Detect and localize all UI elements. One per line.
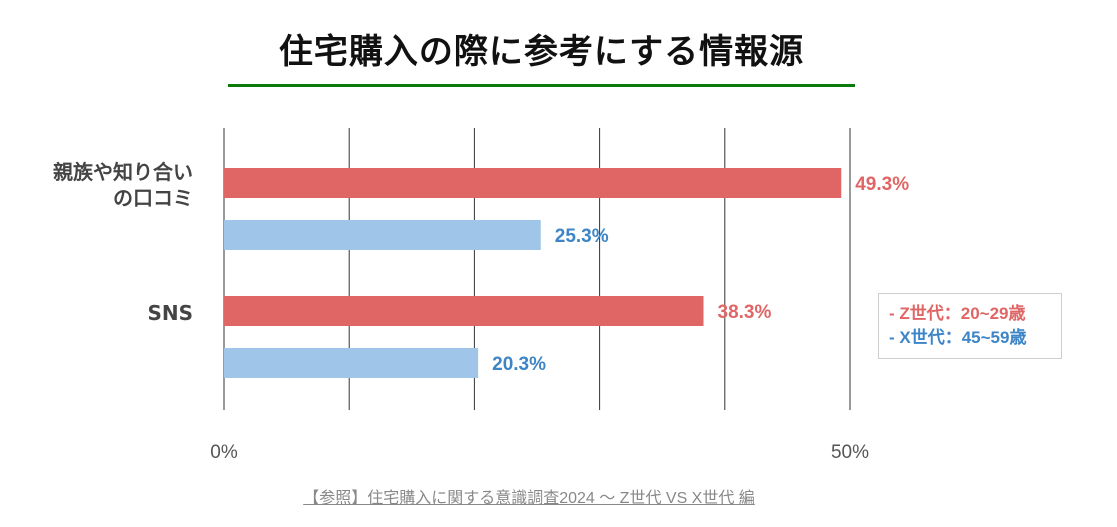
tick-label: 0% <box>210 442 238 463</box>
bar <box>224 220 541 250</box>
data-label: 49.3% <box>855 174 909 195</box>
title-underline <box>228 84 855 87</box>
data-label: 25.3% <box>555 226 609 247</box>
legend: - Z世代：20~29歳 - X世代：45~59歳 <box>878 293 1062 359</box>
chart-title: 住宅購入の際に参考にする情報源 <box>278 32 805 72</box>
data-label: 20.3% <box>492 354 546 375</box>
source-link[interactable]: 【参照】住宅購入に関する意識調査2024 〜 Z世代 VS X世代 編 <box>303 490 755 507</box>
tick-label: 50% <box>831 442 869 463</box>
category-label: 親族や知り合い <box>53 160 193 184</box>
bar <box>224 348 479 378</box>
bar <box>224 296 704 326</box>
bar <box>224 168 842 198</box>
legend-item-x: - X世代：45~59歳 <box>889 328 1027 347</box>
category-label: SNS <box>147 301 193 325</box>
legend-item-z: - Z世代：20~29歳 <box>889 304 1026 323</box>
data-label: 38.3% <box>718 302 772 323</box>
category-label: の口コミ <box>113 186 193 210</box>
